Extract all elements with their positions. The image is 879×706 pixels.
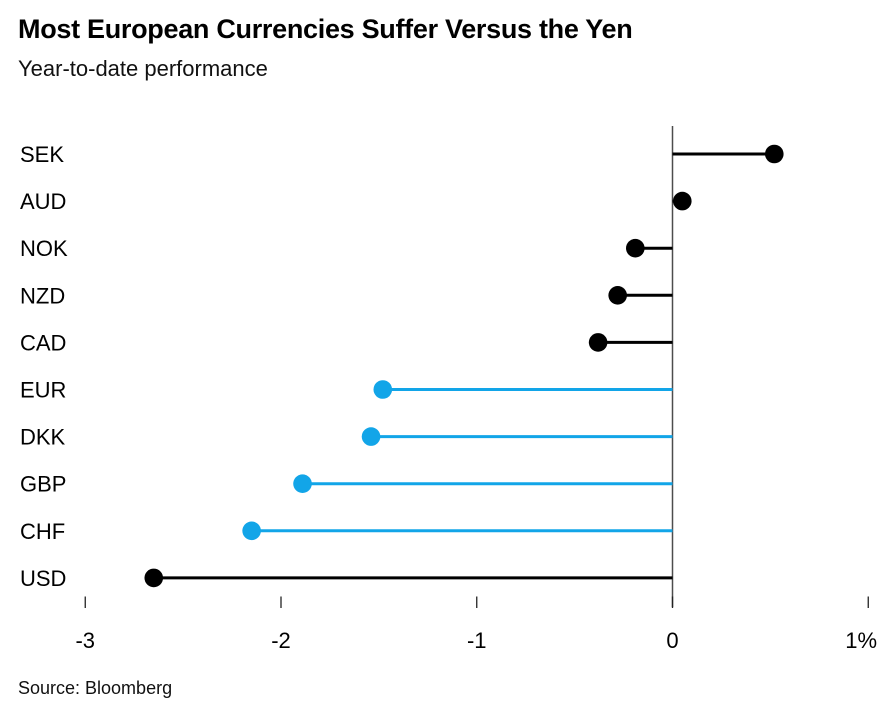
category-label: GBP	[20, 472, 66, 497]
category-label: NOK	[20, 236, 68, 261]
data-dot	[588, 333, 608, 352]
chart-subtitle: Year-to-date performance	[18, 56, 268, 81]
axis-tick-label: 1%	[845, 628, 877, 653]
category-label: NZD	[20, 283, 65, 308]
data-dot	[242, 521, 261, 541]
axis-tick-label: -3	[75, 628, 95, 653]
data-dot	[626, 238, 645, 258]
category-label: AUD	[20, 189, 66, 214]
category-label: CHF	[20, 519, 65, 544]
category-label: SEK	[20, 142, 64, 167]
axis-tick-label: 0	[666, 628, 678, 653]
data-dot	[608, 286, 627, 305]
axis-tick-label: -1	[467, 628, 487, 653]
data-dot	[144, 568, 164, 588]
category-label: EUR	[20, 378, 66, 403]
category-label: USD	[20, 566, 66, 591]
data-dot	[764, 144, 784, 164]
category-label: CAD	[20, 330, 66, 355]
data-dot	[293, 474, 312, 494]
category-label: DKK	[20, 425, 66, 450]
data-dot	[373, 380, 393, 399]
data-dot	[672, 191, 692, 211]
data-dot	[361, 427, 381, 446]
axis-tick-label: -2	[271, 628, 291, 653]
source-note: Source: Bloomberg	[18, 678, 173, 698]
chart-title: Most European Currencies Suffer Versus t…	[18, 14, 633, 44]
